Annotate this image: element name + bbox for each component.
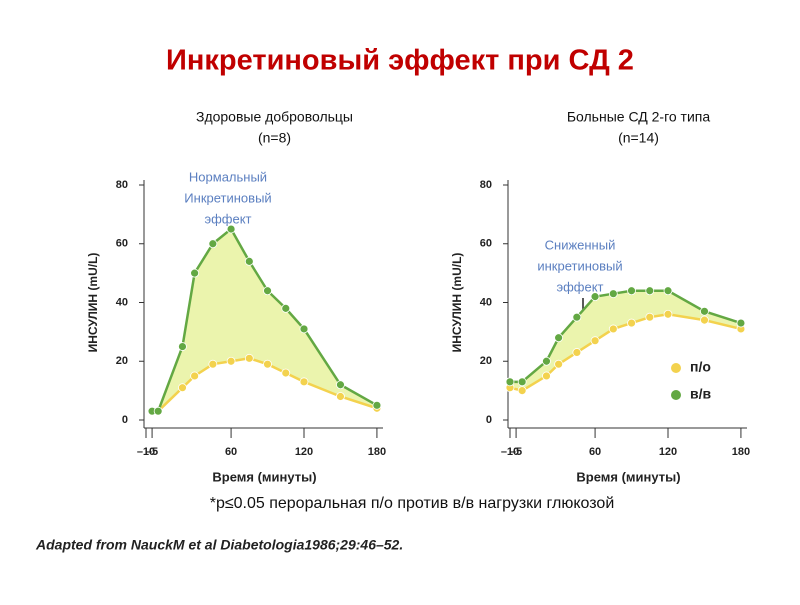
data-point xyxy=(226,224,236,234)
data-point xyxy=(645,286,655,296)
x-tick-label: 120 xyxy=(295,446,313,458)
y-tick-label: 0 xyxy=(486,414,492,426)
y-tick-label: 40 xyxy=(116,296,128,308)
data-point xyxy=(663,309,673,319)
data-point xyxy=(554,359,564,369)
data-point xyxy=(572,312,582,322)
data-point xyxy=(281,368,291,378)
data-point xyxy=(590,336,600,346)
source: Adapted from NauckM et al Diabetologia19… xyxy=(35,537,403,553)
legend-label: в/в xyxy=(690,386,711,402)
data-point xyxy=(517,377,527,387)
data-point xyxy=(627,318,636,328)
annotation: Нормальный xyxy=(189,169,267,184)
x-tick-label: 60 xyxy=(225,446,237,458)
annotation: Сниженный xyxy=(545,237,616,252)
data-point xyxy=(608,289,618,299)
y-tick-label: 20 xyxy=(116,355,128,367)
legend-swatch xyxy=(671,363,681,373)
data-point xyxy=(700,306,709,316)
series-line xyxy=(152,357,378,413)
data-point xyxy=(572,348,582,357)
x-axis-label: Время (минуты) xyxy=(212,469,316,484)
y-tick-label: 20 xyxy=(480,355,492,367)
data-point xyxy=(263,286,272,296)
chart-title: Больные СД 2-го типа xyxy=(567,109,711,125)
data-point xyxy=(590,292,600,302)
data-point xyxy=(608,324,618,334)
x-tick-label: 180 xyxy=(732,446,750,458)
y-tick-label: 0 xyxy=(122,414,128,426)
data-point xyxy=(178,383,187,393)
data-point xyxy=(244,256,254,266)
data-point xyxy=(554,333,564,343)
annotation: эффект xyxy=(556,279,603,294)
slide-title: Инкретиновый эффект при СД 2 xyxy=(166,45,634,77)
data-point xyxy=(263,359,272,369)
data-point xyxy=(190,268,200,278)
series-line xyxy=(510,289,742,384)
x-tick-label: 120 xyxy=(659,446,677,458)
y-axis-label: ИНСУЛИН (mU/L) xyxy=(450,253,464,353)
data-point xyxy=(736,318,746,328)
data-point xyxy=(226,356,236,366)
data-point xyxy=(517,386,527,396)
x-tick-label: 60 xyxy=(589,446,601,458)
data-point xyxy=(505,377,515,387)
data-point xyxy=(542,356,551,366)
x-axis-label: Время (минуты) xyxy=(576,469,680,484)
chart-subtitle: (n=8) xyxy=(258,130,291,146)
annotation: эффект xyxy=(204,211,251,226)
data-point xyxy=(178,342,187,351)
x-tick-label: 180 xyxy=(368,446,386,458)
data-point xyxy=(153,406,163,416)
y-tick-label: 80 xyxy=(116,179,128,191)
data-point xyxy=(542,371,551,381)
chart-title: Здоровые добровольцы xyxy=(196,109,353,125)
data-point xyxy=(663,286,673,296)
annotation: инкретиновый xyxy=(537,258,622,273)
data-point xyxy=(190,371,200,381)
y-tick-label: 80 xyxy=(480,179,492,191)
legend-label: п/о xyxy=(690,359,711,375)
data-point xyxy=(299,377,309,387)
y-axis-label: ИНСУЛИН (mU/L) xyxy=(86,253,100,353)
data-point xyxy=(208,359,218,369)
data-point xyxy=(208,239,218,249)
data-point xyxy=(645,312,655,322)
legend-swatch xyxy=(671,390,681,400)
annotation: Инкретиновый xyxy=(184,190,271,205)
data-point xyxy=(700,315,709,325)
data-point xyxy=(336,380,345,390)
data-point xyxy=(244,353,254,363)
data-point xyxy=(372,400,382,410)
y-tick-label: 40 xyxy=(480,296,492,308)
series-line xyxy=(152,227,378,413)
x-tick-label: –5 xyxy=(146,446,158,458)
footnote: *p≤0.05 пероральная п/о против в/в нагру… xyxy=(210,495,615,512)
chart-subtitle: (n=14) xyxy=(618,130,659,146)
data-point xyxy=(281,303,291,313)
data-point xyxy=(336,392,345,401)
y-tick-label: 60 xyxy=(480,238,492,250)
series-line xyxy=(509,312,742,392)
x-tick-label: –10 xyxy=(137,446,155,458)
data-point xyxy=(627,286,636,296)
y-tick-label: 60 xyxy=(116,238,128,250)
x-tick-label: –5 xyxy=(510,446,522,458)
data-point xyxy=(299,324,309,334)
x-tick-label: –10 xyxy=(501,446,519,458)
